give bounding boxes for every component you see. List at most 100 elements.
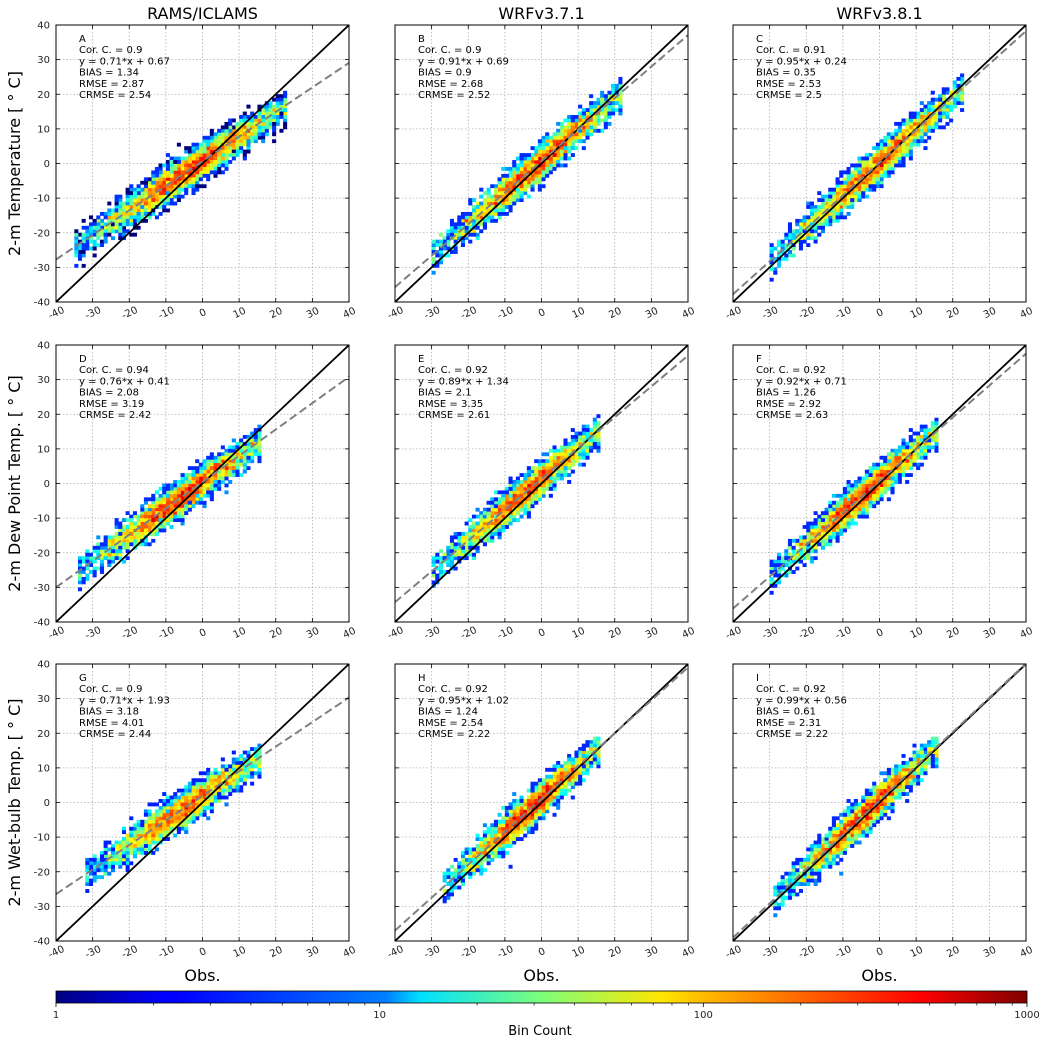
density-bin: [592, 108, 597, 112]
density-bin: [92, 875, 97, 880]
column-title: RAMS/ICLAMS: [147, 4, 258, 23]
density-bin: [176, 507, 181, 512]
density-bin: [552, 156, 557, 161]
density-bin: [809, 236, 814, 241]
density-bin: [198, 173, 203, 178]
density-bin: [596, 128, 601, 133]
density-bin: [497, 187, 502, 192]
density-bin: [846, 177, 851, 182]
density-bin: [567, 118, 572, 123]
density-bin: [927, 740, 932, 745]
density-bin: [784, 549, 789, 554]
density-bin: [195, 490, 200, 495]
density-bin: [828, 201, 833, 206]
density-bin: [482, 837, 487, 841]
density-bin: [154, 823, 159, 828]
density-bin: [886, 132, 891, 137]
density-bin: [173, 518, 178, 522]
density-bin: [853, 507, 858, 512]
density-bin: [949, 90, 954, 95]
density-bin: [129, 833, 134, 838]
density-bin: [143, 177, 148, 182]
density-bin: [136, 833, 141, 838]
density-bin: [242, 757, 247, 762]
density-bin: [176, 511, 181, 516]
density-bin: [140, 507, 145, 512]
density-bin: [438, 243, 444, 247]
density-bin: [471, 525, 476, 529]
density-bin: [154, 826, 159, 831]
density-bin: [537, 469, 542, 474]
density-bin: [875, 788, 880, 793]
density-bin: [846, 521, 851, 526]
density-bin: [118, 205, 123, 209]
density-bin: [132, 201, 137, 206]
density-bin: [556, 795, 561, 800]
density-bin: [121, 218, 126, 223]
density-bin: [868, 466, 873, 471]
density-bin: [530, 187, 535, 192]
density-bin: [934, 417, 939, 422]
correlation-text: Cor. C. = 0.9: [79, 684, 142, 695]
density-bin: [253, 435, 258, 439]
density-bin: [842, 847, 847, 852]
density-bin: [842, 819, 847, 824]
density-bin: [567, 448, 572, 453]
density-bin: [883, 788, 888, 793]
density-bin: [187, 177, 192, 182]
x-tick-label: 20: [945, 626, 961, 641]
density-bin: [618, 94, 623, 99]
x-tick-label: 40: [681, 306, 697, 321]
density-bin: [180, 160, 185, 164]
density-bin: [125, 215, 130, 220]
density-bin: [501, 194, 506, 199]
density-bin: [217, 788, 222, 793]
density-bin: [151, 802, 156, 807]
density-bin: [596, 121, 601, 126]
density-bin: [780, 895, 785, 900]
density-bin: [541, 802, 546, 807]
density-bin: [493, 518, 498, 522]
density-bin: [927, 118, 932, 123]
density-bin: [890, 767, 895, 772]
density-bin: [471, 871, 476, 876]
density-bin: [806, 201, 811, 206]
density-bin: [850, 205, 855, 209]
density-bin: [611, 87, 616, 92]
density-bin: [147, 833, 152, 838]
density-bin: [523, 160, 528, 164]
density-bin: [209, 170, 214, 175]
density-bin: [820, 225, 825, 230]
density-bin: [905, 452, 910, 457]
density-bin: [217, 480, 222, 484]
density-bin: [864, 823, 869, 828]
density-bin: [508, 205, 513, 209]
density-bin: [842, 493, 847, 498]
density-bin: [559, 121, 564, 126]
density-bin: [493, 819, 498, 824]
density-bin: [471, 215, 476, 220]
density-bin: [776, 552, 782, 557]
density-bin: [206, 493, 211, 498]
x-tick-label: 10: [909, 306, 925, 321]
density-bin: [457, 552, 462, 557]
density-bin: [187, 799, 192, 803]
density-bin: [504, 490, 509, 495]
density-bin: [908, 156, 913, 161]
density-bin: [784, 552, 789, 557]
density-bin: [523, 166, 528, 171]
density-bin: [162, 504, 167, 509]
density-bin: [209, 497, 214, 502]
density-bin: [526, 799, 531, 803]
density-bin: [897, 121, 902, 126]
x-tick-label: -20: [459, 944, 478, 961]
density-bin: [99, 542, 105, 547]
density-bin: [839, 493, 844, 498]
lines: [733, 345, 1026, 622]
density-bin: [206, 170, 211, 175]
density-bin: [559, 135, 564, 140]
density-bin: [857, 823, 862, 828]
density-bin: [923, 115, 928, 119]
density-bin: [198, 809, 203, 814]
density-bin: [875, 156, 880, 161]
